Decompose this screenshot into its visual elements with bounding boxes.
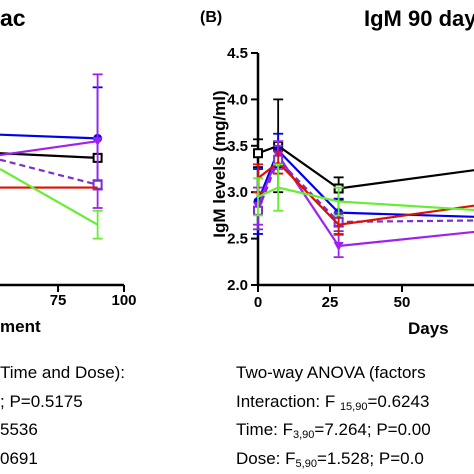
panel-b-label: (B) (200, 9, 222, 26)
panel-b-y-tick-label: 3.0 (227, 184, 248, 201)
panel-b-title: IgM 90 day s (364, 6, 474, 31)
panel-a-series-1-line (0, 152, 98, 159)
panel-b-plot (253, 98, 474, 259)
panel-b-series-0-point (253, 148, 263, 159)
panel-b-series-5-errorbar (333, 186, 344, 217)
panel-a-stats-line-4: 0691 (0, 449, 38, 468)
panel-a-series-3-line (0, 158, 98, 186)
panel-a-x-label: ment (0, 317, 41, 336)
panel-a-x-ticks: 75 100 (50, 285, 137, 309)
panel-a-stats-line-3: 5536 (0, 420, 38, 439)
panel-a-series-2-point (92, 137, 103, 147)
panel-b-stats-interaction: Interaction: F 15,90=0.6243 (236, 392, 430, 413)
panel-a-title: ac (0, 5, 26, 31)
panel-b-y-tick-label: 4.5 (227, 45, 248, 62)
panel-b-series-2-point (333, 242, 344, 252)
panel-a-x-tick-label: 75 (50, 292, 67, 309)
panel-a-series-0 (0, 86, 103, 191)
panel-b-stats-time: Time: F3,90=7.264; P=0.00 (236, 420, 431, 441)
panel-a-series-0-line (0, 133, 98, 140)
panel-a-series-3 (0, 158, 103, 191)
panel-a-series-2-line (0, 140, 98, 157)
panel-b-y-tick-label: 3.5 (227, 138, 248, 155)
panel-b-stats-title: Two-way ANOVA (factors (236, 363, 426, 382)
panel-b-series-5 (253, 163, 474, 217)
panel-b-x-tick-label: 0 (254, 294, 262, 311)
panel-b: (B) IgM 90 day s IgM levels (mg/ml) 2.02… (200, 6, 474, 338)
panel-a-series-3-point (92, 179, 103, 190)
panel-b-series-5-errorbar (253, 177, 263, 217)
panel-a-series-5 (0, 168, 103, 240)
panel-b-series-1 (253, 132, 474, 235)
panel-b-series-0-line (257, 144, 474, 190)
panel-b-ticks: 2.0 2.5 3.0 3.5 4.0 4.5 0 25 50 (227, 45, 410, 311)
panel-a-stats-line-1: Time and Dose): (0, 363, 126, 382)
panel-b-series-2-line (256, 152, 474, 248)
panel-b-y-label: IgM levels (mg/ml) (210, 90, 229, 237)
panel-a-stats-line-2: ; P=0.5175 (0, 392, 83, 411)
panel-b-series-0 (253, 98, 474, 201)
panel-b-series-5-errorbar (273, 163, 284, 212)
panel-b-x-tick-label: 50 (394, 294, 411, 311)
panel-b-y-tick-label: 2.5 (227, 231, 248, 248)
panel-a-series-5-errorbar (92, 209, 103, 240)
panel-b-x-tick-label: 25 (322, 294, 339, 311)
panel-b-series-3-line (256, 157, 474, 224)
panel-b-y-tick-label: 4.0 (227, 91, 248, 108)
panel-b-x-label: Days (408, 319, 449, 338)
panel-b-series-1-line (256, 148, 474, 218)
panel-a-series-1 (0, 152, 103, 163)
panel-b-stats-dose: Dose: F5,90=1.528; P=0.0 (236, 449, 424, 470)
panel-b-series-5-line (257, 186, 474, 212)
panel-a-x-tick-label: 100 (111, 292, 136, 309)
panel-a: ac 75 100 ment (0, 5, 137, 336)
panel-b-y-tick-label: 2.0 (227, 277, 248, 294)
panel-a-series-5-line (0, 168, 99, 226)
panel-a-plot (0, 73, 103, 240)
